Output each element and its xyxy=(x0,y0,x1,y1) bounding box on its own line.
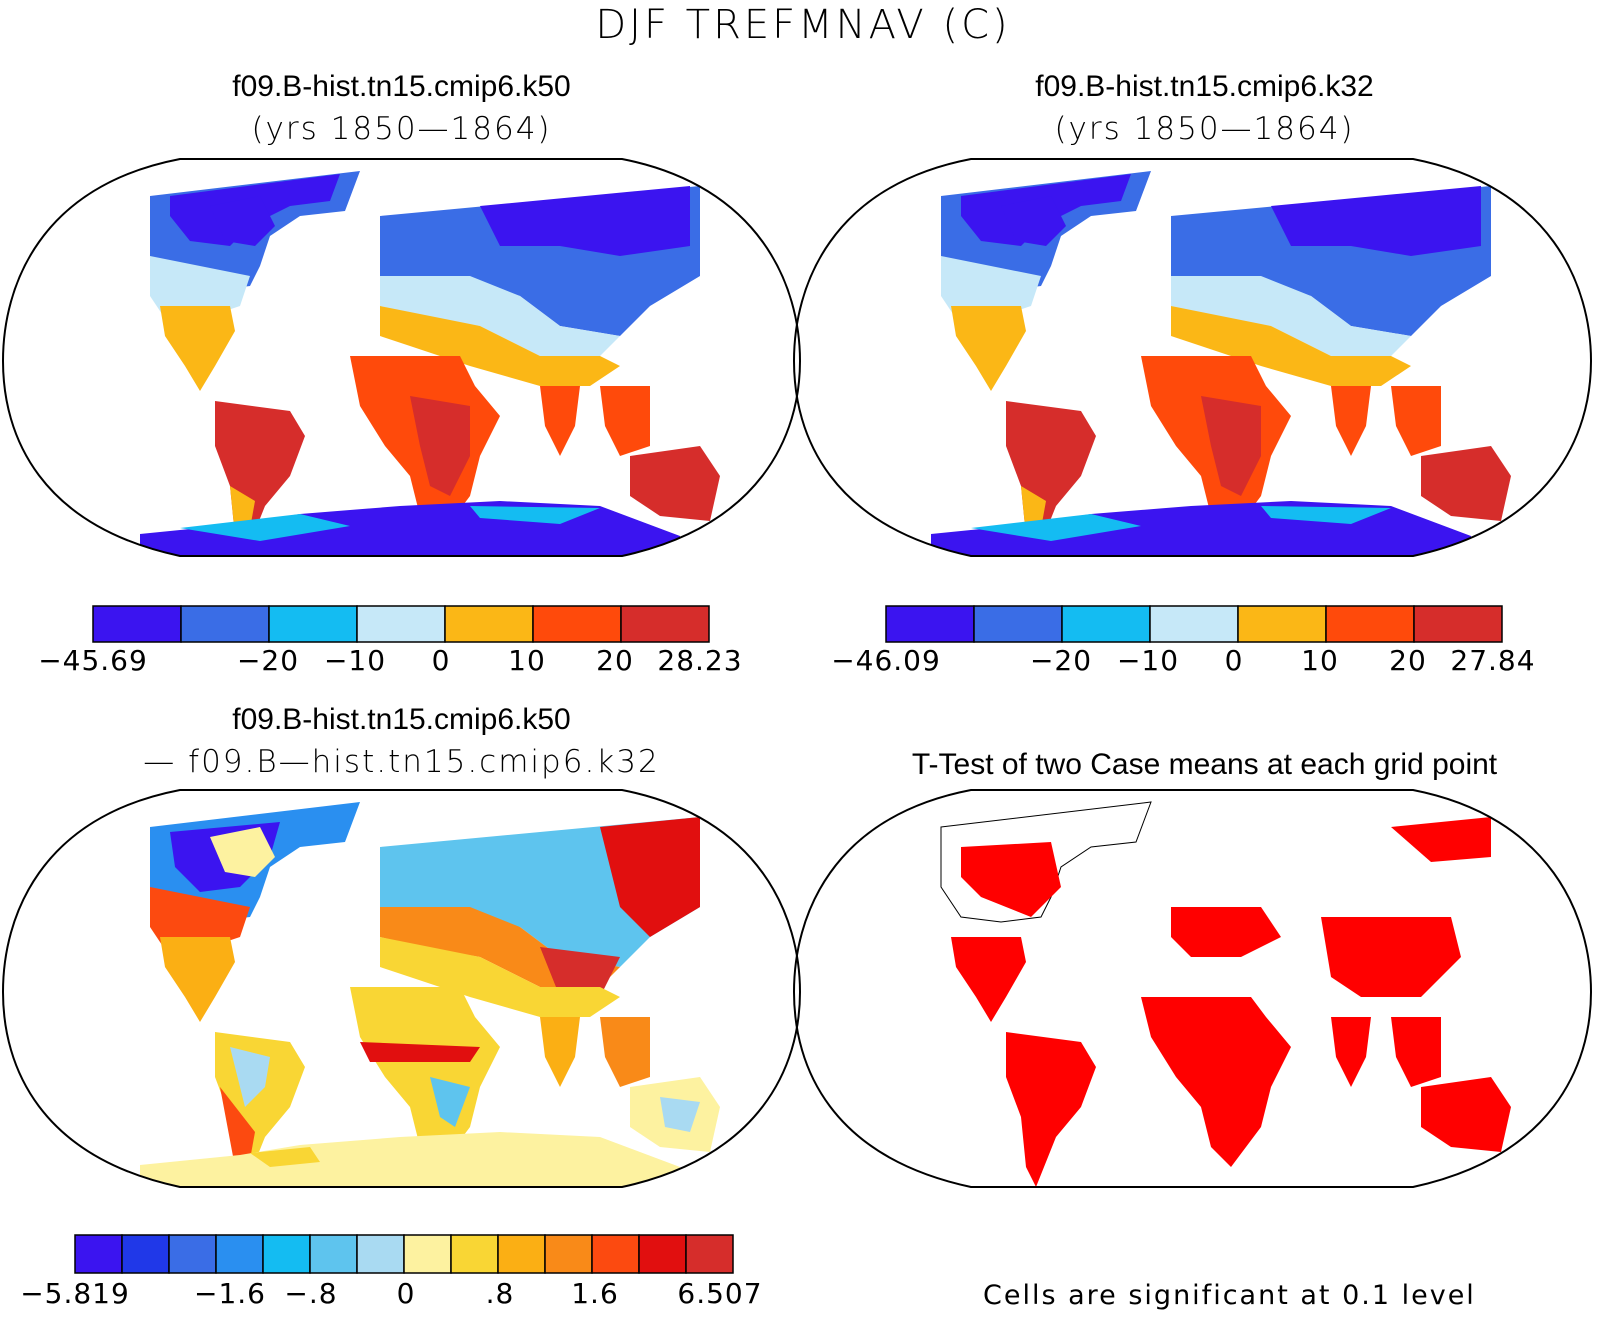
colorbar: −46.09 −20 −10 0 10 20 27.84 xyxy=(831,605,1535,672)
colorbar-labels: −46.09 −20 −10 0 10 20 27.84 xyxy=(831,644,1535,672)
colorbar-swatch xyxy=(356,605,446,643)
colorbar-label: −20 xyxy=(237,644,299,672)
colorbar-swatch xyxy=(180,605,270,643)
colorbar-label: −45.69 xyxy=(38,644,148,672)
world-map xyxy=(1,158,802,557)
panel-title: f09.B-hist.tn15.cmip6.k50 xyxy=(232,703,571,736)
significant-cells xyxy=(940,801,1511,1187)
world-map xyxy=(792,158,1593,557)
colorbar-swatch xyxy=(262,1234,311,1274)
colorbar-label: −46.09 xyxy=(831,644,941,672)
panel-case2-mean: f09.B-hist.tn15.cmip6.k32 (yrs 1850—1864… xyxy=(792,62,1606,725)
colorbar-labels: −5.819 −1.6 −.8 0 .8 1.6 6.507 xyxy=(20,1277,762,1310)
panel-title: T-Test of two Case means at each grid po… xyxy=(911,748,1498,781)
colorbar-swatch xyxy=(973,605,1063,643)
world-map xyxy=(1,789,802,1188)
colorbar-swatch xyxy=(356,1234,405,1274)
colorbar-swatch xyxy=(268,605,358,643)
colorbar-label: 28.23 xyxy=(657,644,742,672)
colorbar-label: 20 xyxy=(596,644,634,672)
colorbar-swatch xyxy=(215,1234,264,1274)
colorbar-swatch xyxy=(544,1234,593,1274)
colorbar-swatch xyxy=(444,605,534,643)
colorbar-swatches xyxy=(885,605,1503,643)
colorbar-label: −20 xyxy=(1030,644,1092,672)
colorbar: −5.819 −1.6 −.8 0 .8 1.6 6.507 xyxy=(20,1234,762,1310)
colorbar-label: 20 xyxy=(1389,644,1427,672)
colorbar-label: 10 xyxy=(508,644,546,672)
panel-title: f09.B-hist.tn15.cmip6.k50 xyxy=(232,70,571,103)
colorbar-swatch xyxy=(685,1234,734,1274)
significance-note: Cells are significant at 0.1 level xyxy=(983,1280,1476,1311)
colorbar-label: 6.507 xyxy=(677,1277,762,1310)
figure-title: DJF TREFMNAV (C) xyxy=(595,2,1011,48)
colorbar-label: −10 xyxy=(1117,644,1179,672)
colorbar-swatch xyxy=(309,1234,358,1274)
colorbar-swatch xyxy=(1061,605,1151,643)
colorbar-swatch xyxy=(1237,605,1327,643)
panel-t-test: T-Test of two Case means at each grid po… xyxy=(792,663,1606,1326)
colorbar-swatches xyxy=(92,605,710,643)
colorbar-label: −.8 xyxy=(284,1277,337,1310)
colorbar-swatch xyxy=(885,605,975,643)
colorbar-label: .8 xyxy=(486,1277,515,1310)
colorbar-swatch xyxy=(497,1234,546,1274)
panel-subtitle: — f09.B—hist.tn15.cmip6.k32 xyxy=(143,744,660,780)
panel-subtitle: (yrs 1850—1864) xyxy=(1054,111,1355,147)
colorbar-swatches xyxy=(74,1234,734,1274)
colorbar-swatch xyxy=(591,1234,640,1274)
colorbar-swatch xyxy=(74,1234,123,1274)
panel-title: f09.B-hist.tn15.cmip6.k32 xyxy=(1035,70,1374,103)
colorbar-labels: −45.69 −20 −10 0 10 20 28.23 xyxy=(38,644,742,672)
colorbar-swatch xyxy=(92,605,182,643)
colorbar-swatch xyxy=(532,605,622,643)
world-map xyxy=(792,789,1593,1188)
colorbar-label: 0 xyxy=(397,1277,416,1310)
colorbar-label: 0 xyxy=(1225,644,1244,672)
panel-difference: f09.B-hist.tn15.cmip6.k50 — f09.B—hist.t… xyxy=(0,663,803,1326)
colorbar-label: −1.6 xyxy=(194,1277,266,1310)
colorbar-swatch xyxy=(1149,605,1239,643)
colorbar-swatch xyxy=(1413,605,1503,643)
colorbar-swatch xyxy=(403,1234,452,1274)
colorbar-label: 10 xyxy=(1301,644,1339,672)
colorbar-label: −5.819 xyxy=(20,1277,130,1310)
colorbar-label: −10 xyxy=(324,644,386,672)
colorbar-swatch xyxy=(450,1234,499,1274)
colorbar: −45.69 −20 −10 0 10 20 28.23 xyxy=(38,605,742,672)
colorbar-swatch xyxy=(168,1234,217,1274)
colorbar-swatch xyxy=(638,1234,687,1274)
colorbar-swatch xyxy=(620,605,710,643)
colorbar-swatch xyxy=(1325,605,1415,643)
colorbar-label: 0 xyxy=(432,644,451,672)
colorbar-label: 1.6 xyxy=(571,1277,619,1310)
panel-case1-mean: f09.B-hist.tn15.cmip6.k50 (yrs 1850—1864… xyxy=(0,62,803,725)
colorbar-swatch xyxy=(121,1234,170,1274)
colorbar-label: 27.84 xyxy=(1450,644,1535,672)
panel-subtitle: (yrs 1850—1864) xyxy=(251,111,552,147)
